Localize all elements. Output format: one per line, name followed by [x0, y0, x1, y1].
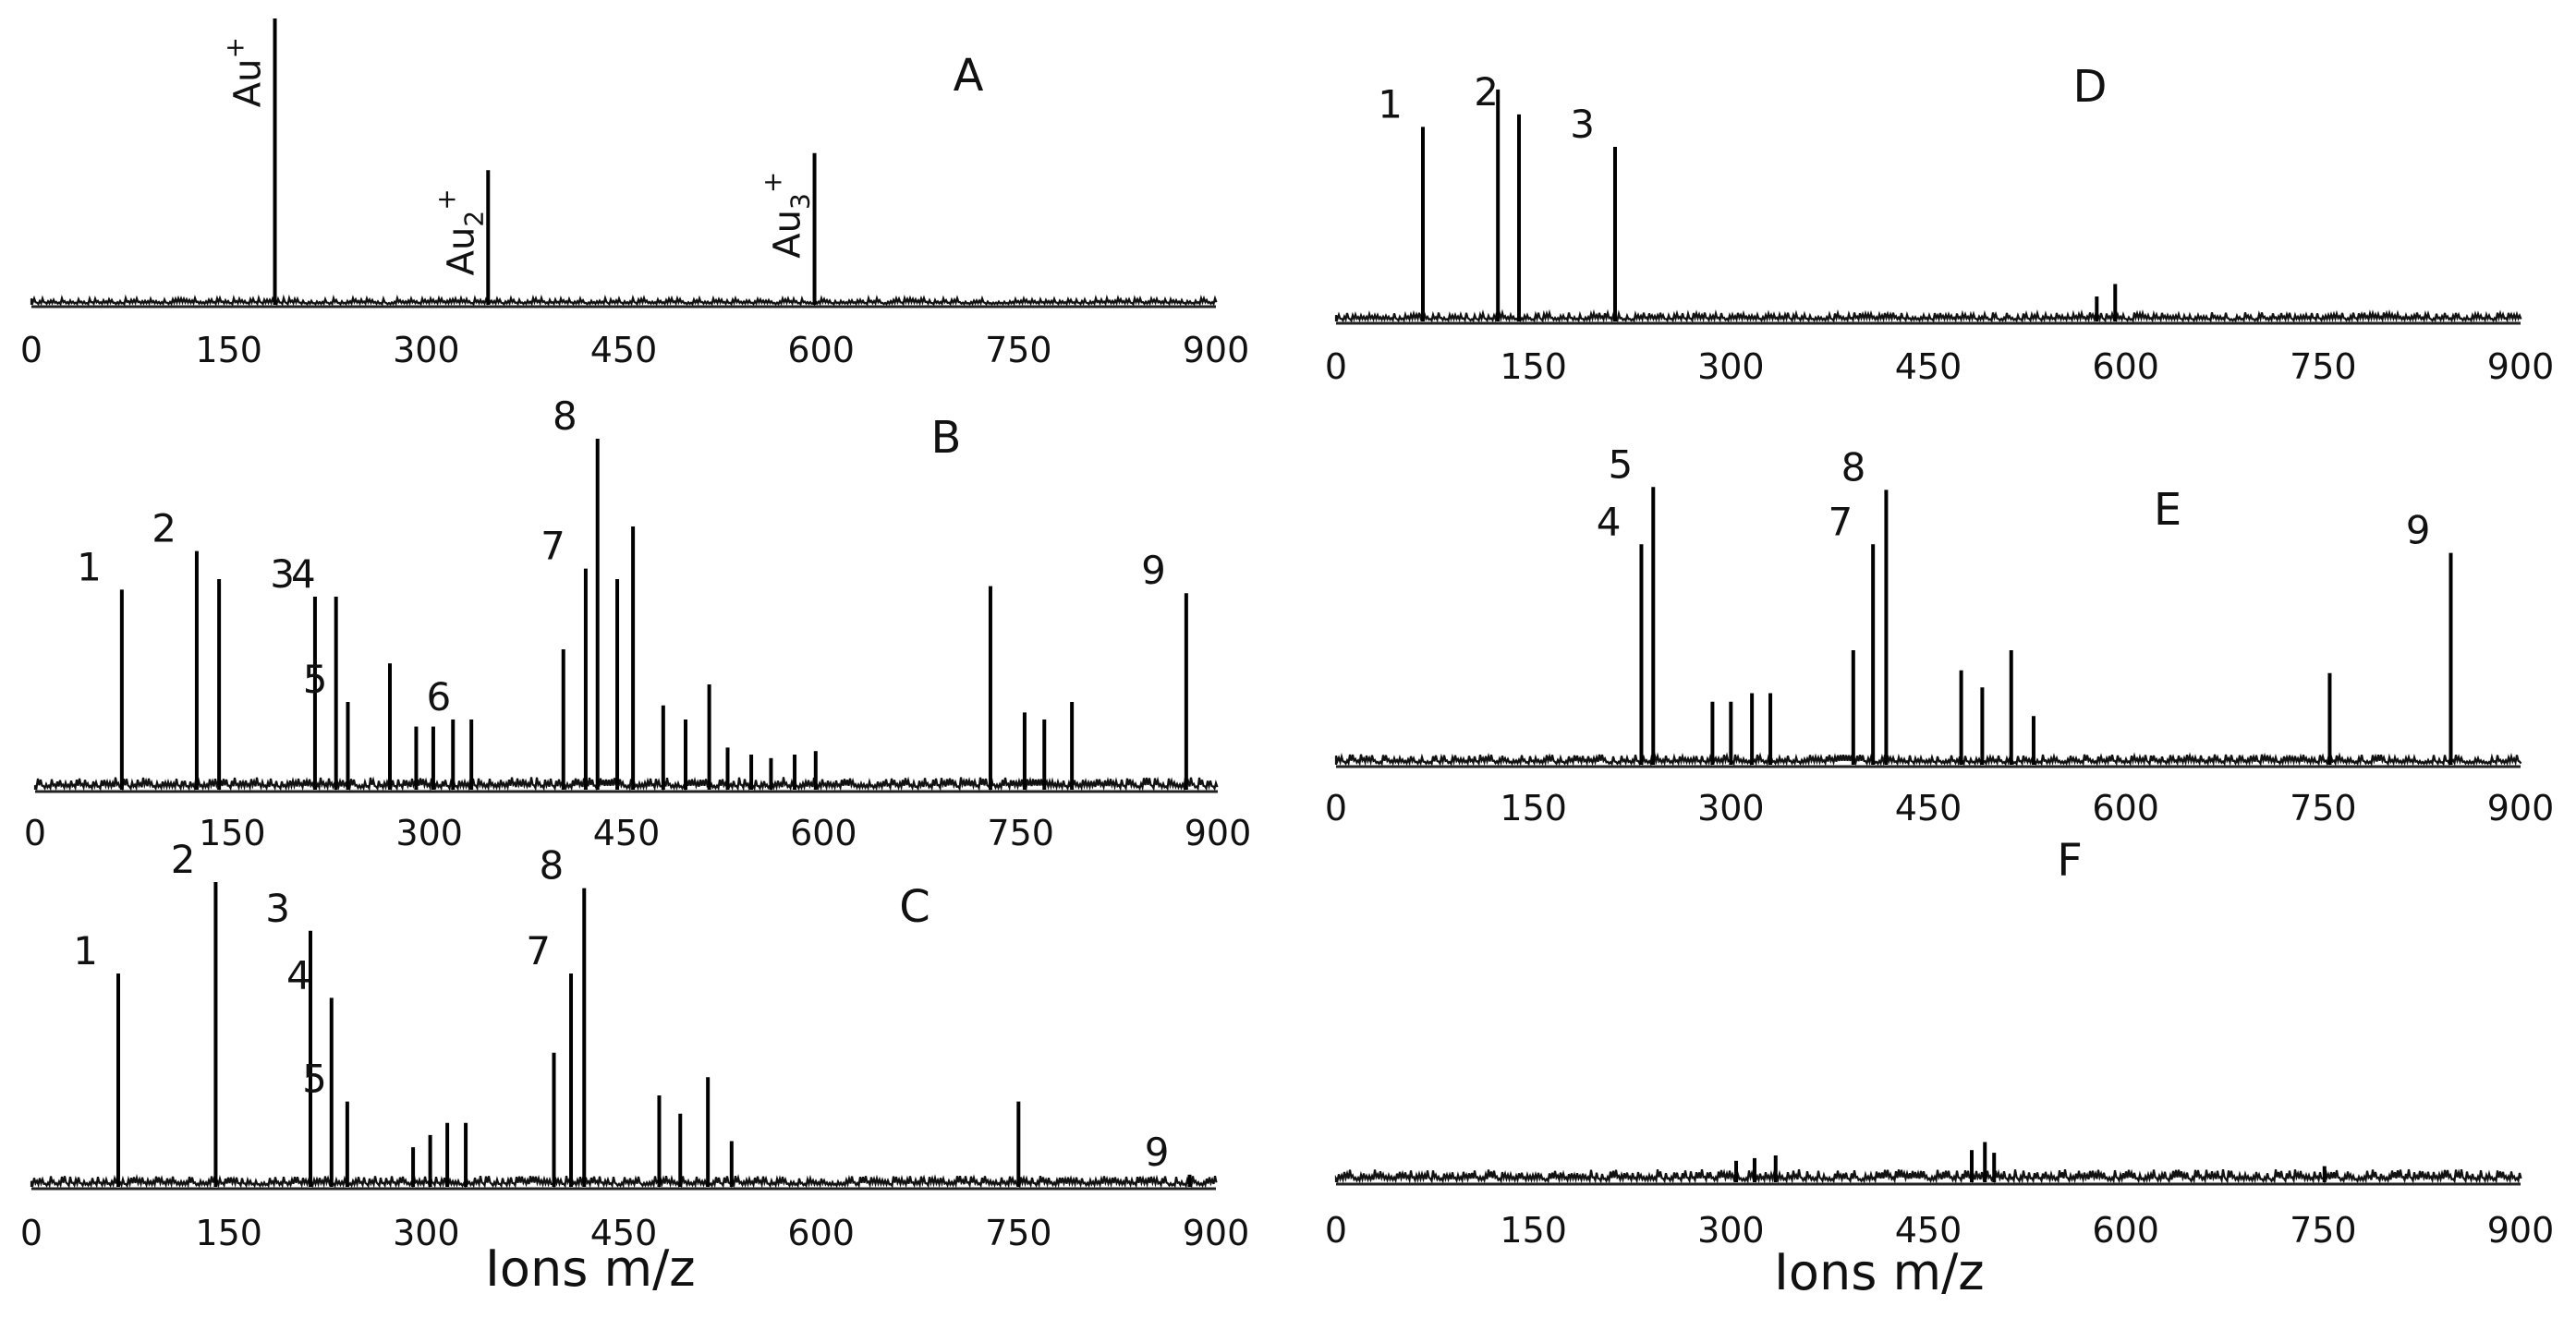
ion-symbol: Au: [440, 227, 482, 276]
peak-label: 4: [1597, 499, 1622, 544]
noise-floor: [1334, 1168, 2522, 1184]
ion-symbol: Au: [227, 58, 270, 107]
tick-label: 900: [1183, 1213, 1250, 1253]
x-axis-label-right: Ions m/z: [1774, 1243, 1985, 1301]
tick-label: 450: [1895, 346, 1962, 387]
peak-label: 5: [303, 657, 328, 702]
ion-charge: +: [220, 37, 250, 58]
peak-label: 5: [1609, 441, 1634, 487]
tick-label: 300: [1697, 346, 1765, 387]
ion-subscript: 2: [458, 211, 489, 227]
tick-label: 0: [20, 330, 43, 370]
ion-symbol: Au: [767, 210, 809, 259]
tick-label: 750: [985, 1213, 1052, 1253]
peak-label: 3: [1570, 102, 1595, 147]
tick-label: 750: [2290, 1210, 2357, 1251]
tick-label: 300: [1697, 788, 1765, 828]
peak-label: 4: [291, 551, 316, 597]
tick-label: 150: [1500, 346, 1567, 387]
noise-floor: [1334, 308, 2522, 323]
panel-letter: D: [2073, 61, 2108, 113]
tick-label: 900: [2487, 1210, 2555, 1251]
peak-label: 2: [1474, 69, 1499, 115]
tick-label: 600: [2092, 788, 2159, 828]
peak-label: 6: [426, 674, 451, 719]
tick-label: 150: [1500, 788, 1567, 828]
tick-label: 750: [985, 330, 1052, 370]
peak-label: 4: [286, 952, 311, 998]
ion-label: Au+: [220, 37, 270, 107]
peak-label: 3: [265, 886, 290, 931]
peak-label: 9: [1141, 548, 1166, 593]
peak-label: 1: [77, 544, 102, 589]
tick-label: 600: [787, 1213, 855, 1253]
peak-label: 2: [171, 837, 196, 882]
spectrum-panel-b: 1 2 34 5 6 7 8 9 0 150 300 450 600 750 900 B: [24, 393, 1251, 853]
tick-label: 600: [2092, 1210, 2159, 1251]
tick-label: 0: [1325, 1210, 1347, 1251]
tick-label: 450: [590, 330, 658, 370]
noise-floor: [30, 1173, 1218, 1189]
tick-label: 300: [1697, 1210, 1765, 1251]
ion-subscript: 3: [785, 193, 816, 210]
ion-label: Au2+: [431, 188, 489, 275]
tick-label: 900: [1185, 813, 1252, 853]
peak-label: 1: [73, 928, 98, 973]
tick-label: 300: [393, 330, 460, 370]
peak-label: 8: [1841, 444, 1866, 490]
noise-floor: [1334, 752, 2522, 767]
spectrum-panel-d: 1 2 3 0 150 300 450 600 750 900 D: [1325, 61, 2554, 387]
tick-label: 450: [1895, 788, 1962, 828]
peak-label: 9: [2406, 508, 2431, 553]
peak-label: 5: [302, 1057, 327, 1102]
x-axis-label-left: Ions m/z: [485, 1239, 696, 1298]
peak-label: 9: [1145, 1130, 1170, 1175]
peak-label: 7: [1828, 499, 1853, 544]
tick-label: 0: [1325, 788, 1347, 828]
panel-letter: E: [2154, 484, 2181, 536]
ion-label: Au3+: [758, 172, 816, 259]
tick-label: 450: [590, 1213, 658, 1253]
tick-label: 150: [1500, 1210, 1567, 1251]
tick-label: 0: [20, 1213, 43, 1253]
panel-letter: C: [899, 881, 930, 933]
peak-label: 2: [152, 506, 176, 551]
spectrum-panel-f: 0 150 300 450 600 750 900 F: [1325, 835, 2554, 1251]
ion-charge: +: [431, 188, 461, 210]
peak-label: 7: [541, 524, 565, 569]
noise-floor: [33, 776, 1219, 792]
tick-label: 150: [195, 1213, 262, 1253]
tick-label: 450: [1895, 1210, 1962, 1251]
panel-letter: B: [931, 412, 962, 464]
peak-label: 3: [270, 551, 295, 597]
tick-label: 0: [1325, 346, 1347, 387]
tick-label: 300: [395, 813, 463, 853]
tick-label: 300: [393, 1213, 460, 1253]
tick-label: 150: [199, 813, 266, 853]
peak-label: 8: [553, 393, 577, 439]
tick-label: 900: [2487, 346, 2555, 387]
spectrum-panel-e: 4 5 7 8 9 0 150 300 450 600 750 900 E: [1325, 441, 2554, 828]
noise-floor: [30, 294, 1218, 307]
peak-label: 7: [526, 928, 551, 973]
ion-charge: +: [758, 172, 788, 193]
tick-label: 600: [790, 813, 857, 853]
peak-label: 8: [540, 843, 565, 889]
tick-label: 750: [2290, 346, 2357, 387]
tick-label: 900: [2487, 788, 2555, 828]
peak-label: 1: [1378, 81, 1403, 127]
tick-label: 750: [2290, 788, 2357, 828]
tick-label: 600: [787, 330, 855, 370]
spectrum-panel-c: 1 2 3 4 5 7 8 9 0 150 300 450 600 750 900 C: [20, 837, 1249, 1253]
panel-letter: A: [954, 50, 984, 102]
panel-letter: F: [2057, 835, 2083, 887]
tick-label: 600: [2092, 346, 2159, 387]
tick-label: 750: [987, 813, 1054, 853]
tick-label: 150: [195, 330, 262, 370]
tick-label: 450: [593, 813, 661, 853]
tick-label: 900: [1183, 330, 1250, 370]
tick-label: 0: [24, 813, 46, 853]
